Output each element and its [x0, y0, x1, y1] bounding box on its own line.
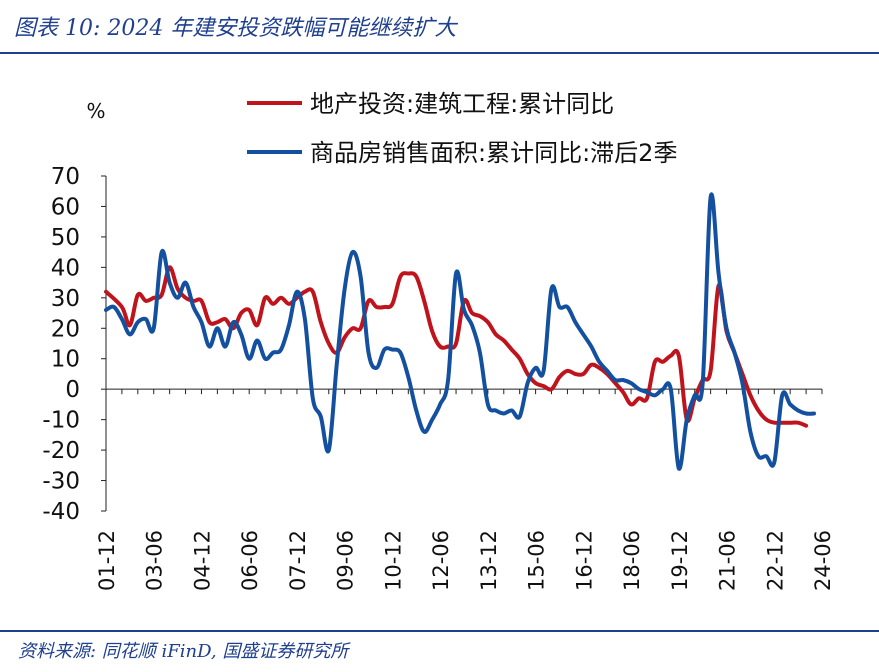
x-tick-label: 24-06	[811, 530, 835, 591]
line-chart: 70 60 50 40 30 20 10 0 -10 -20 -30 -40 01-12 03-06 04-…	[42, 90, 835, 591]
x-tick-label: 06-06	[238, 530, 262, 591]
y-tick-label: 30	[51, 286, 80, 312]
x-tick-label: 03-06	[143, 530, 167, 591]
x-tick-label: 09-06	[334, 530, 358, 591]
y-tick-label: 0	[65, 377, 80, 403]
x-tick-label: 15-06	[525, 530, 549, 591]
y-tick-label: -20	[42, 438, 80, 464]
x-tick-label: 04-12	[190, 530, 214, 591]
x-tick-label: 13-12	[477, 530, 501, 591]
x-tick-label: 01-12	[95, 530, 119, 591]
x-tick-label: 18-06	[620, 530, 644, 591]
legend-label-2: 商品房销售面积:累计同比:滞后2季	[310, 139, 677, 167]
y-tick-label: 50	[51, 225, 80, 251]
y-tick-label: 40	[51, 255, 80, 281]
y-tick-label: -30	[42, 469, 80, 495]
bottom-divider	[0, 630, 879, 632]
x-tick-label: 10-12	[381, 530, 405, 591]
top-divider	[0, 52, 879, 54]
x-tick-label: 12-06	[429, 530, 453, 591]
x-tick-label: 16-12	[572, 530, 596, 591]
legend-label-1: 地产投资:建筑工程:累计同比	[310, 90, 614, 118]
y-tick-label: 20	[51, 316, 80, 342]
source-note: 资料来源: 同花顺 iFinD, 国盛证券研究所	[18, 641, 349, 662]
x-tick-label: 07-12	[286, 530, 310, 591]
y-tick-label: -40	[42, 499, 80, 525]
series-line-sales-area	[104, 192, 816, 471]
y-tick-label: 60	[51, 194, 80, 220]
figure-title: 图表 10: 2024 年建安投资跌幅可能继续扩大	[14, 16, 457, 41]
x-tick-label: 22-12	[763, 530, 787, 591]
x-tick-label: 19-12	[668, 530, 692, 591]
y-tick-label: 70	[51, 164, 80, 190]
y-tick-label: 10	[51, 347, 80, 373]
x-tick-label: 21-06	[716, 530, 740, 591]
y-tick-label: -10	[42, 408, 80, 434]
y-axis-unit: %	[86, 99, 105, 123]
